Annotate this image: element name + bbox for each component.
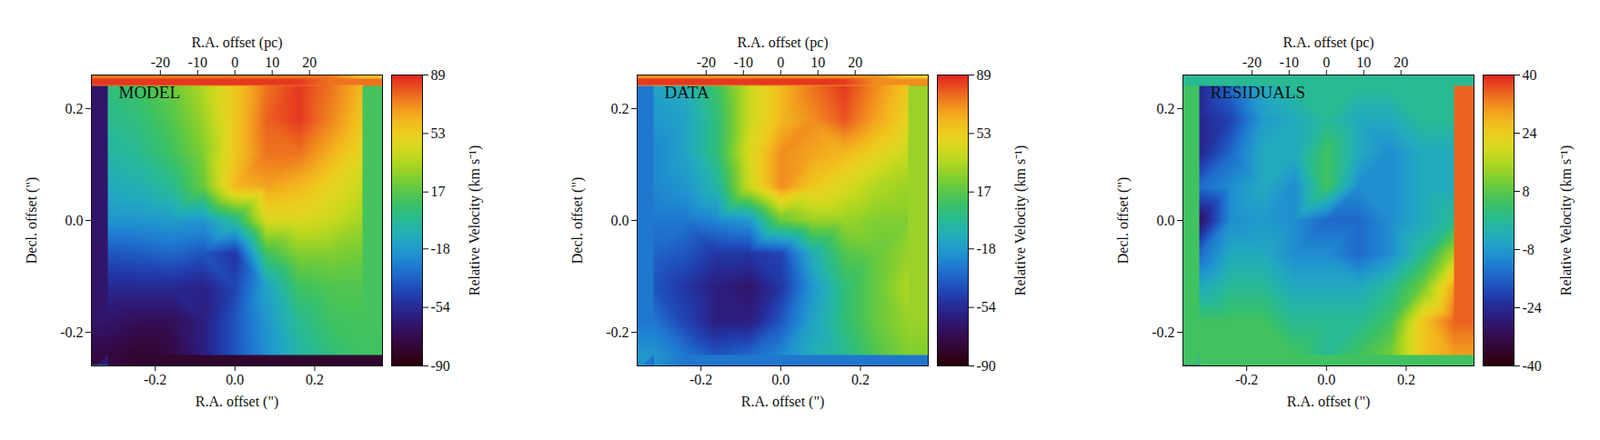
svg-text:-0.2: -0.2 [605,324,629,341]
svg-text:-40: -40 [1522,358,1542,374]
svg-text:0.0: 0.0 [225,372,244,388]
svg-text:-90: -90 [976,358,997,374]
svg-text:0.0: 0.0 [1317,372,1336,388]
svg-text:-10: -10 [734,54,754,71]
svg-text:0.2: 0.2 [1397,372,1416,388]
svg-text:-24: -24 [1522,300,1542,316]
svg-text:20: 20 [1393,54,1409,71]
svg-text:-54: -54 [976,299,997,315]
svg-text:-0.2: -0.2 [689,372,713,388]
svg-text:0.0: 0.0 [65,212,84,229]
svg-text:-0.2: -0.2 [1151,324,1175,341]
svg-text:-0.2: -0.2 [143,372,167,388]
svg-text:Decl. offset ("): Decl. offset (") [1115,177,1132,265]
svg-text:Decl. offset ("): Decl. offset (") [23,177,41,265]
svg-text:0.2: 0.2 [305,372,324,388]
svg-text:17: 17 [431,183,446,200]
svg-text:Relative Velocity (km s⁻¹): Relative Velocity (km s⁻¹) [466,145,484,296]
svg-text:8: 8 [1522,183,1530,200]
svg-text:0: 0 [1322,54,1330,71]
svg-text:89: 89 [976,67,992,83]
svg-text:0.2: 0.2 [65,100,84,117]
svg-text:Relative Velocity (km s⁻¹): Relative Velocity (km s⁻¹) [1558,145,1575,296]
svg-text:R.A. offset ("): R.A. offset (") [195,393,280,411]
svg-text:0.0: 0.0 [1157,212,1176,229]
svg-text:10: 10 [264,54,280,71]
svg-text:0.2: 0.2 [851,372,870,388]
svg-text:0.0: 0.0 [611,212,630,229]
svg-text:R.A. offset ("): R.A. offset (") [1287,393,1371,411]
svg-text:Decl. offset ("): Decl. offset (") [569,177,586,265]
svg-text:-0.2: -0.2 [60,324,83,341]
svg-text:-18: -18 [431,241,451,257]
svg-text:53: 53 [431,125,446,141]
svg-text:-0.2: -0.2 [1235,372,1258,388]
svg-text:-18: -18 [976,241,997,257]
svg-text:-10: -10 [1279,54,1299,71]
svg-text:53: 53 [976,125,992,141]
svg-text:-20: -20 [1242,54,1262,71]
svg-text:0.0: 0.0 [771,372,790,388]
svg-text:20: 20 [301,54,317,71]
svg-text:Relative Velocity (km s⁻¹): Relative Velocity (km s⁻¹) [1012,145,1029,296]
svg-text:-90: -90 [431,358,451,374]
svg-text:R.A. offset (pc): R.A. offset (pc) [1282,34,1374,51]
svg-text:20: 20 [847,54,863,71]
svg-text:RESIDUALS: RESIDUALS [1210,82,1307,102]
svg-text:0.2: 0.2 [1157,100,1176,117]
svg-text:R.A. offset ("): R.A. offset (") [741,393,826,411]
svg-text:-54: -54 [431,299,451,315]
svg-text:0.2: 0.2 [611,100,630,117]
svg-text:R.A. offset (pc): R.A. offset (pc) [736,34,828,51]
svg-text:DATA: DATA [664,82,710,102]
svg-text:0: 0 [231,54,239,71]
svg-text:-20: -20 [696,54,716,71]
svg-text:-10: -10 [188,54,208,71]
svg-text:17: 17 [976,183,992,200]
svg-text:24: 24 [1522,125,1538,141]
svg-text:10: 10 [810,54,826,71]
svg-text:89: 89 [431,67,446,83]
svg-text:MODEL: MODEL [119,82,182,102]
svg-text:-8: -8 [1522,241,1535,258]
svg-text:-20: -20 [150,54,171,71]
svg-text:40: 40 [1522,67,1538,83]
svg-text:0: 0 [776,54,785,71]
svg-text:R.A. offset (pc): R.A. offset (pc) [191,34,282,51]
svg-text:10: 10 [1356,54,1371,71]
